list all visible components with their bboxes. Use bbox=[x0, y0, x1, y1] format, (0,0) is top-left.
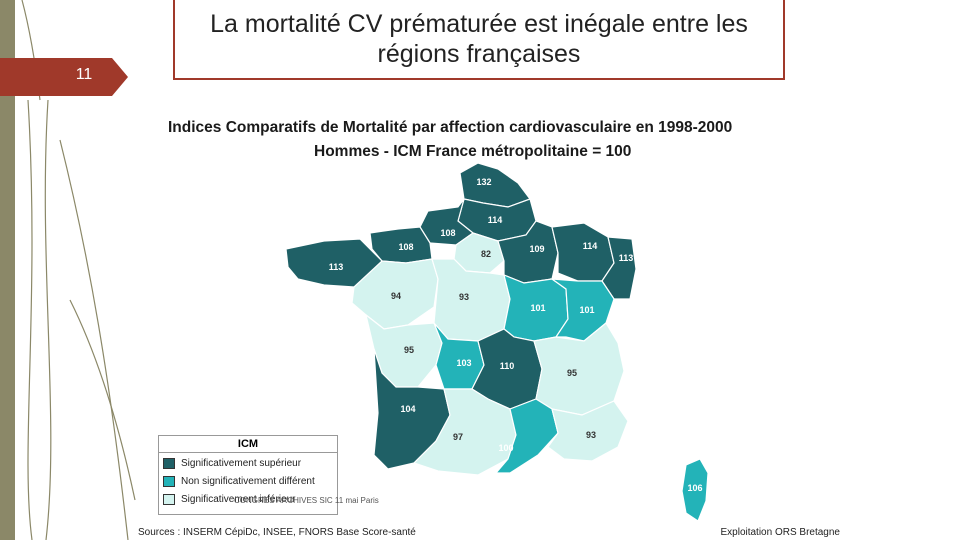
region-lorraine bbox=[551, 222, 615, 282]
legend-item-non-significatif: Non significativement différent bbox=[163, 474, 337, 489]
map-legend: ICM Significativement supérieur Non sign… bbox=[158, 435, 338, 515]
region-rhone-alpes bbox=[533, 322, 625, 416]
region-value-label: 95 bbox=[567, 368, 577, 378]
legend-label: Non significativement différent bbox=[181, 476, 315, 487]
region-value-label: 114 bbox=[583, 241, 598, 251]
legend-item-inferieur: Significativement inférieur bbox=[163, 492, 337, 507]
region-midi-pyrenees bbox=[412, 388, 517, 476]
legend-swatch bbox=[163, 458, 175, 469]
region-value-label: 108 bbox=[440, 228, 455, 238]
region-pays-de-la-loire bbox=[351, 258, 439, 330]
map-subtitle: Hommes - ICM France métropolitaine = 100 bbox=[314, 143, 632, 160]
region-value-label: 113 bbox=[329, 262, 344, 272]
map-figure: Indices Comparatifs de Mortalité par aff… bbox=[138, 103, 840, 540]
region-value-label: 110 bbox=[500, 361, 515, 371]
region-value-label: 113 bbox=[619, 253, 634, 263]
region-value-label: 97 bbox=[453, 432, 463, 442]
legend-label: Significativement inférieur bbox=[181, 494, 296, 505]
region-value-label: 114 bbox=[488, 215, 503, 225]
region-value-label: 100 bbox=[498, 443, 513, 453]
region-value-label: 95 bbox=[404, 345, 414, 355]
region-value-label: 104 bbox=[400, 404, 415, 414]
region-alsace bbox=[601, 236, 637, 300]
legend-item-superieur: Significativement supérieur bbox=[163, 456, 337, 471]
left-accent-bar bbox=[0, 0, 15, 540]
credit-text: Exploitation ORS Bretagne bbox=[720, 527, 840, 538]
region-languedoc-roussillon bbox=[494, 398, 559, 474]
slide-number: 11 bbox=[75, 66, 93, 83]
map-title: Indices Comparatifs de Mortalité par aff… bbox=[168, 119, 733, 136]
region-value-label: 82 bbox=[481, 249, 491, 259]
region-value-label: 93 bbox=[459, 292, 469, 302]
legend-swatch bbox=[163, 494, 175, 505]
watermark-text: CONGRES ARCHIVES SIC 11 mai Paris bbox=[234, 496, 379, 505]
legend-swatch bbox=[163, 476, 175, 487]
legend-label: Significativement supérieur bbox=[181, 458, 302, 469]
legend-title: ICM bbox=[159, 436, 337, 453]
region-champagne-ardenne bbox=[497, 220, 559, 284]
sources-text: Sources : INSERM CépiDc, INSEE, FNORS Ba… bbox=[138, 527, 416, 538]
region-centre bbox=[431, 258, 511, 342]
region-value-label: 106 bbox=[687, 483, 702, 493]
region-value-label: 94 bbox=[391, 291, 401, 301]
france-region-map: 132 114 108 108 113 82 109 114 113 94 93… bbox=[285, 162, 709, 522]
region-corse bbox=[681, 458, 709, 522]
slide-number-tab bbox=[0, 58, 128, 96]
slide-title: La mortalité CV prématurée est inégale e… bbox=[210, 10, 748, 68]
region-value-label: 108 bbox=[398, 242, 413, 252]
region-value-label: 103 bbox=[456, 358, 471, 368]
region-paca bbox=[547, 400, 629, 462]
region-value-labels: 132 114 108 108 113 82 109 114 113 94 93… bbox=[329, 177, 703, 493]
region-value-label: 132 bbox=[476, 177, 491, 187]
region-value-label: 93 bbox=[586, 430, 596, 440]
title-box: La mortalité CV prématurée est inégale e… bbox=[173, 0, 785, 80]
region-value-label: 109 bbox=[529, 244, 544, 254]
region-value-label: 101 bbox=[579, 305, 594, 315]
region-value-label: 101 bbox=[530, 303, 545, 313]
